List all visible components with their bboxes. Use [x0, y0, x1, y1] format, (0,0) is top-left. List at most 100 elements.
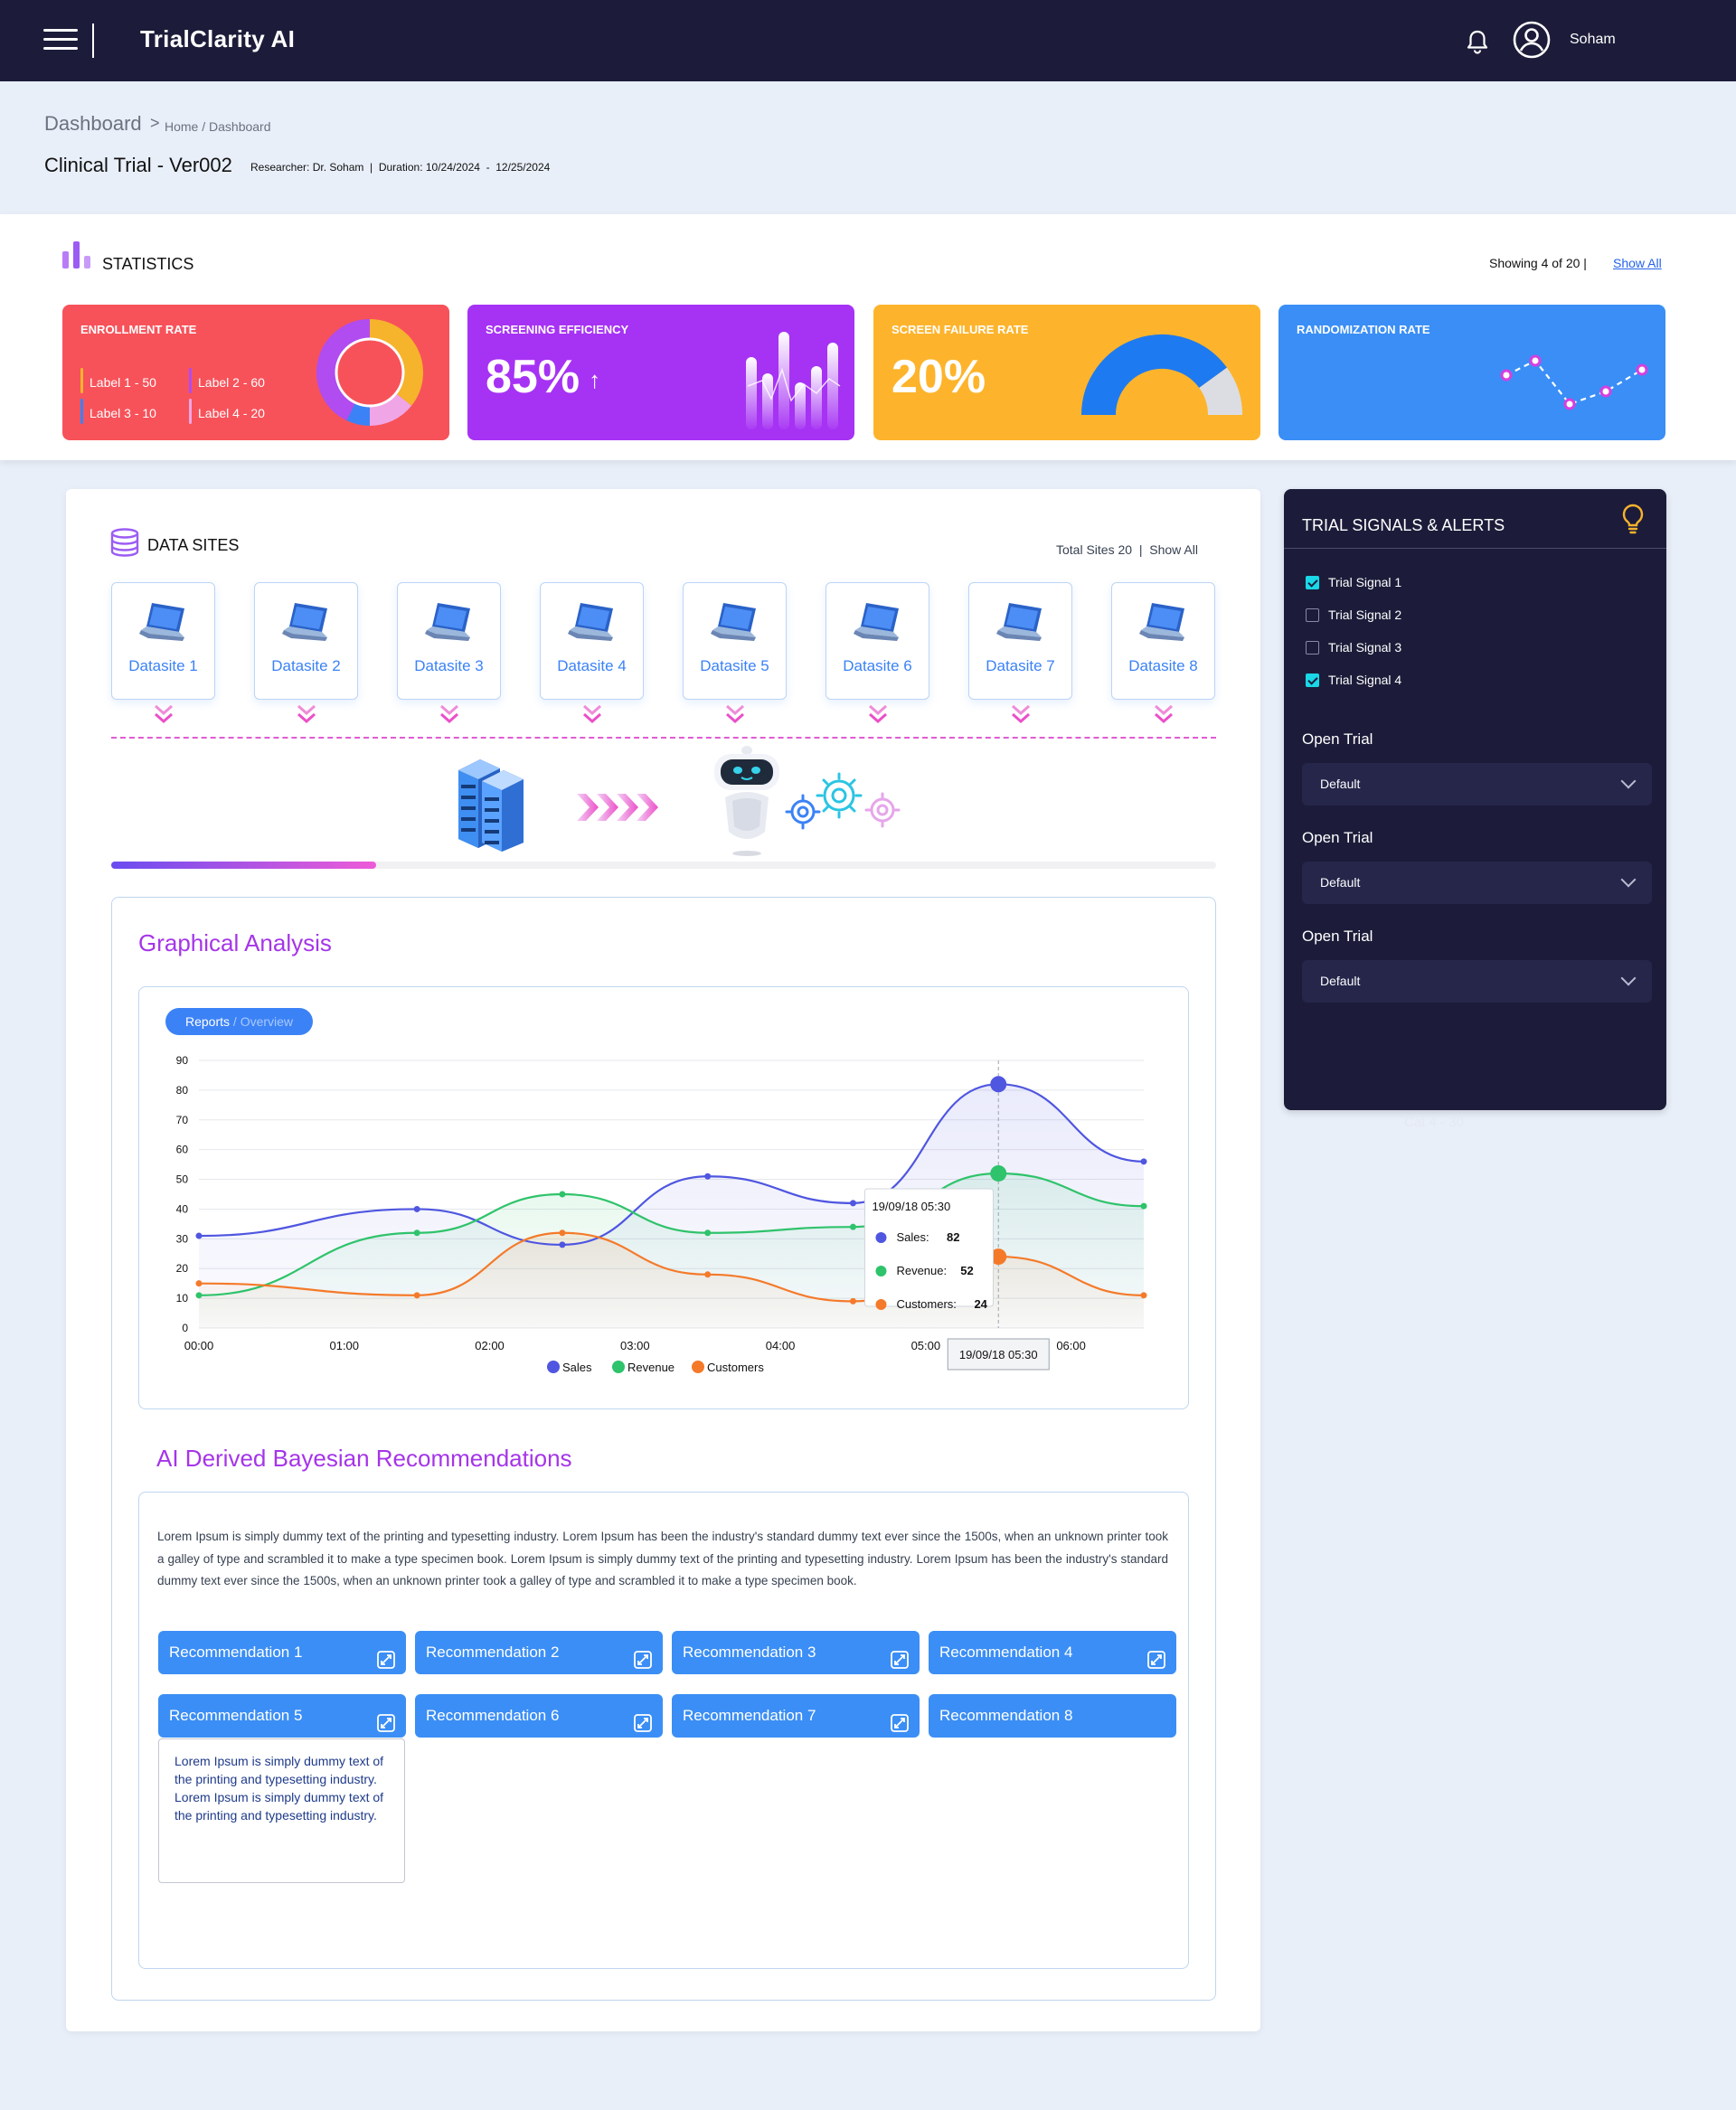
data-point[interactable]	[849, 1200, 856, 1207]
recommendation-button[interactable]: Recommendation 7	[672, 1694, 920, 1738]
expand-icon[interactable]	[377, 1706, 395, 1732]
expand-icon[interactable]	[634, 1706, 652, 1732]
data-point[interactable]	[413, 1292, 420, 1299]
open-trial-label: Open Trial	[1302, 829, 1373, 846]
screen-failure-rate-card[interactable]: SCREEN FAILURE RATE 20%	[873, 305, 1260, 440]
legend-label[interactable]: Sales	[562, 1361, 592, 1374]
data-point[interactable]	[990, 1076, 1007, 1093]
legend-label[interactable]: Customers	[707, 1361, 764, 1374]
expand-icon[interactable]	[377, 1643, 395, 1669]
data-point[interactable]	[704, 1271, 712, 1278]
data-point[interactable]	[990, 1248, 1007, 1266]
legend-marker[interactable]	[547, 1361, 560, 1373]
legend-label[interactable]: Revenue	[627, 1361, 675, 1374]
user-avatar-icon[interactable]	[1512, 20, 1552, 60]
datasite-card[interactable]: Datasite 1	[111, 582, 215, 700]
randomization-rate-card[interactable]: RANDOMIZATION RATE	[1278, 305, 1665, 440]
legend-marker[interactable]	[612, 1361, 625, 1373]
signal-label: Trial Signal 1	[1328, 575, 1402, 589]
data-point[interactable]	[1140, 1158, 1147, 1165]
tooltip-title: 19/09/18 05:30	[872, 1200, 950, 1213]
open-trial-select[interactable]: Default	[1302, 960, 1652, 1003]
card-title: SCREENING EFFICIENCY	[486, 323, 629, 336]
recommendation-button[interactable]: Recommendation 2	[415, 1631, 663, 1674]
breadcrumb-path[interactable]: Home / Dashboard	[165, 119, 271, 134]
total-sites-link[interactable]: Total Sites 20 | Show All	[1056, 542, 1198, 557]
data-point[interactable]	[195, 1292, 203, 1299]
laptop-icon	[425, 603, 470, 641]
recommendation-button[interactable]: Recommendation 3	[672, 1631, 920, 1674]
randomization-sparkline	[1500, 354, 1648, 410]
datasite-label: Datasite 5	[700, 657, 769, 674]
show-all-link[interactable]: Show All	[1613, 256, 1662, 270]
tooltip-label: Sales:	[896, 1230, 929, 1244]
datasite-card[interactable]: Datasite 7	[968, 582, 1072, 700]
datasite-card[interactable]: Datasite 2	[254, 582, 358, 700]
legend-marker[interactable]	[692, 1361, 704, 1373]
lightbulb-icon[interactable]	[1620, 503, 1646, 535]
bell-icon[interactable]	[1463, 27, 1492, 56]
y-tick-label: 60	[176, 1144, 189, 1156]
enrollment-rate-card[interactable]: ENROLLMENT RATE Label 1 - 50 Label 2 - 6…	[62, 305, 449, 440]
card-title: RANDOMIZATION RATE	[1297, 323, 1430, 336]
trial-title: Clinical Trial - Ver002	[44, 154, 232, 176]
laptop-icon	[854, 603, 899, 641]
user-name[interactable]: Soham	[1570, 32, 1616, 47]
card-title: ENROLLMENT RATE	[80, 323, 197, 336]
expand-icon[interactable]	[891, 1643, 909, 1669]
datasite-card[interactable]: Datasite 4	[540, 582, 644, 700]
x-tick-label: 05:00	[911, 1339, 941, 1352]
expand-icon[interactable]	[1147, 1643, 1165, 1669]
checkbox[interactable]	[1306, 641, 1319, 655]
datasite-card[interactable]: Datasite 5	[683, 582, 787, 700]
datasite-card[interactable]: Datasite 3	[397, 582, 501, 700]
checkbox[interactable]	[1306, 674, 1319, 687]
datasite-card[interactable]: Datasite 8	[1111, 582, 1215, 700]
menu-icon[interactable]	[43, 29, 78, 52]
recommendation-button[interactable]: Recommendation 1	[158, 1631, 406, 1674]
recommendation-button[interactable]: Recommendation 4	[929, 1631, 1176, 1674]
expand-icon[interactable]	[634, 1643, 652, 1669]
chevron-down-icon	[1620, 773, 1637, 789]
datasite-label: Datasite 4	[557, 657, 627, 674]
x-tick-label: 06:00	[1056, 1339, 1086, 1352]
data-point[interactable]	[195, 1232, 203, 1239]
chevron-down-icon	[1010, 703, 1032, 727]
data-point[interactable]	[1140, 1292, 1147, 1299]
checkbox[interactable]	[1306, 576, 1319, 589]
checkbox[interactable]	[1306, 608, 1319, 622]
data-point[interactable]	[704, 1229, 712, 1237]
data-point[interactable]	[413, 1205, 420, 1212]
data-point[interactable]	[849, 1297, 856, 1305]
reports-overview-pill[interactable]: Reports / Overview	[165, 1008, 314, 1035]
recommendation-button[interactable]: Recommendation 6	[415, 1694, 663, 1738]
chevron-down-icon	[1153, 703, 1175, 727]
y-tick-label: 10	[176, 1292, 189, 1305]
data-point[interactable]	[195, 1280, 203, 1287]
legend-item: Label 3 - 10	[80, 399, 156, 424]
sync-progress-track	[111, 862, 1216, 869]
recommendation-button[interactable]: Recommendation 8	[929, 1694, 1176, 1738]
database-icon	[110, 528, 139, 557]
recommendations-description: Lorem Ipsum is simply dummy text of the …	[157, 1530, 1168, 1587]
line-area-chart[interactable]: 0 10 20 30 40 50 60 70 80 90 00:00 01:00 02:00 03:00 0…	[163, 1049, 1166, 1392]
data-point[interactable]	[990, 1164, 1007, 1182]
datasite-card[interactable]: Datasite 6	[826, 582, 929, 700]
data-point[interactable]	[559, 1229, 566, 1237]
screening-efficiency-card[interactable]: SCREENING EFFICIENCY 85% ↑	[467, 305, 854, 440]
data-point[interactable]	[1140, 1202, 1147, 1210]
data-point[interactable]	[849, 1223, 856, 1230]
expand-icon[interactable]	[891, 1706, 909, 1732]
open-trial-select[interactable]: Default	[1302, 862, 1652, 904]
data-point[interactable]	[704, 1173, 712, 1180]
x-tick-label: 01:00	[329, 1339, 359, 1352]
open-trial-select[interactable]: Default	[1302, 763, 1652, 805]
data-point[interactable]	[559, 1241, 566, 1248]
tooltip-value: 52	[960, 1264, 973, 1277]
recommendations-title: AI Derived Bayesian Recommendations	[156, 1445, 572, 1472]
recommendation-button[interactable]: Recommendation 5	[158, 1694, 406, 1738]
data-point[interactable]	[559, 1191, 566, 1198]
data-point[interactable]	[413, 1229, 420, 1237]
select-value: Default	[1320, 777, 1361, 791]
y-tick-label: 30	[176, 1232, 189, 1245]
